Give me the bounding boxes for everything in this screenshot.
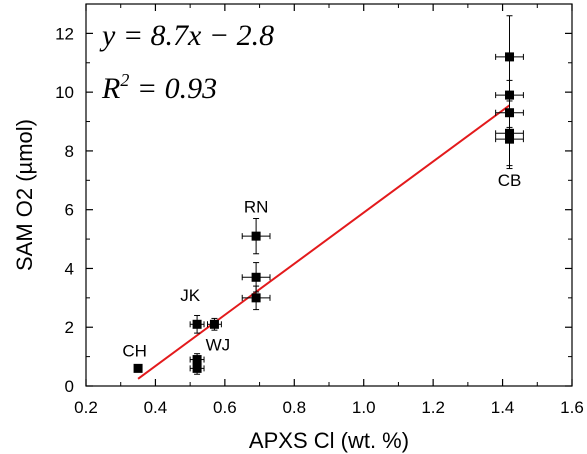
point-marker xyxy=(133,363,143,373)
point-marker xyxy=(251,272,261,282)
point-marker xyxy=(251,293,261,303)
x-axis-title: APXS Cl (wt. %) xyxy=(249,428,409,453)
point-marker xyxy=(209,319,219,329)
x-tick-label: 0.2 xyxy=(74,398,98,417)
y-tick-label: 6 xyxy=(65,201,74,220)
point-marker xyxy=(505,134,515,144)
data-point xyxy=(495,109,524,170)
data-point xyxy=(241,285,271,311)
y-tick-label: 0 xyxy=(65,377,74,396)
point-marker xyxy=(192,355,202,365)
point-marker xyxy=(505,90,515,100)
plot-frame xyxy=(85,3,573,387)
x-tick-label: 1.2 xyxy=(421,398,445,417)
y-tick-label: 2 xyxy=(65,318,74,337)
plot-border xyxy=(85,3,573,387)
fit-equation: y = 8.7x − 2.8 xyxy=(99,19,274,52)
point-label: WJ xyxy=(206,336,231,355)
point-marker xyxy=(192,363,202,373)
fit-line xyxy=(137,104,511,380)
point-marker xyxy=(505,52,515,62)
x-tick-label: 1.0 xyxy=(352,398,376,417)
data-point xyxy=(495,79,524,111)
r-squared: R2 = 0.93 xyxy=(101,70,217,105)
y-axis-title: SAM O2 (µmol) xyxy=(12,119,37,271)
point-label: CH xyxy=(122,342,147,361)
x-tick-label: 1.6 xyxy=(560,398,584,417)
data-point xyxy=(241,218,271,255)
y-tick-label: 12 xyxy=(55,24,74,43)
point-marker xyxy=(192,319,202,329)
point-label: RN xyxy=(244,198,269,217)
data-points xyxy=(133,15,524,375)
x-tick-label: 0.6 xyxy=(213,398,237,417)
point-label: JK xyxy=(180,286,201,305)
y-tick-label: 10 xyxy=(55,83,74,102)
data-point xyxy=(207,317,222,331)
x-tick-label: 1.4 xyxy=(491,398,515,417)
axis-tick-labels: 0.2 0.4 0.6 0.8 1.0 1.2 1.4 1.6 0 2 4 6 8 10 12 xyxy=(55,24,584,417)
y-tick-label: 8 xyxy=(65,142,74,161)
point-labels: CH JK WJ RN CB xyxy=(122,171,521,360)
point-marker xyxy=(251,231,261,241)
x-tick-label: 0.8 xyxy=(282,398,306,417)
data-point xyxy=(189,314,205,334)
point-label: CB xyxy=(498,171,522,190)
y-tick-label: 4 xyxy=(65,259,74,278)
data-point xyxy=(133,363,143,373)
x-tick-label: 0.4 xyxy=(144,398,168,417)
axis-ticks xyxy=(85,4,573,387)
data-point xyxy=(189,361,205,375)
